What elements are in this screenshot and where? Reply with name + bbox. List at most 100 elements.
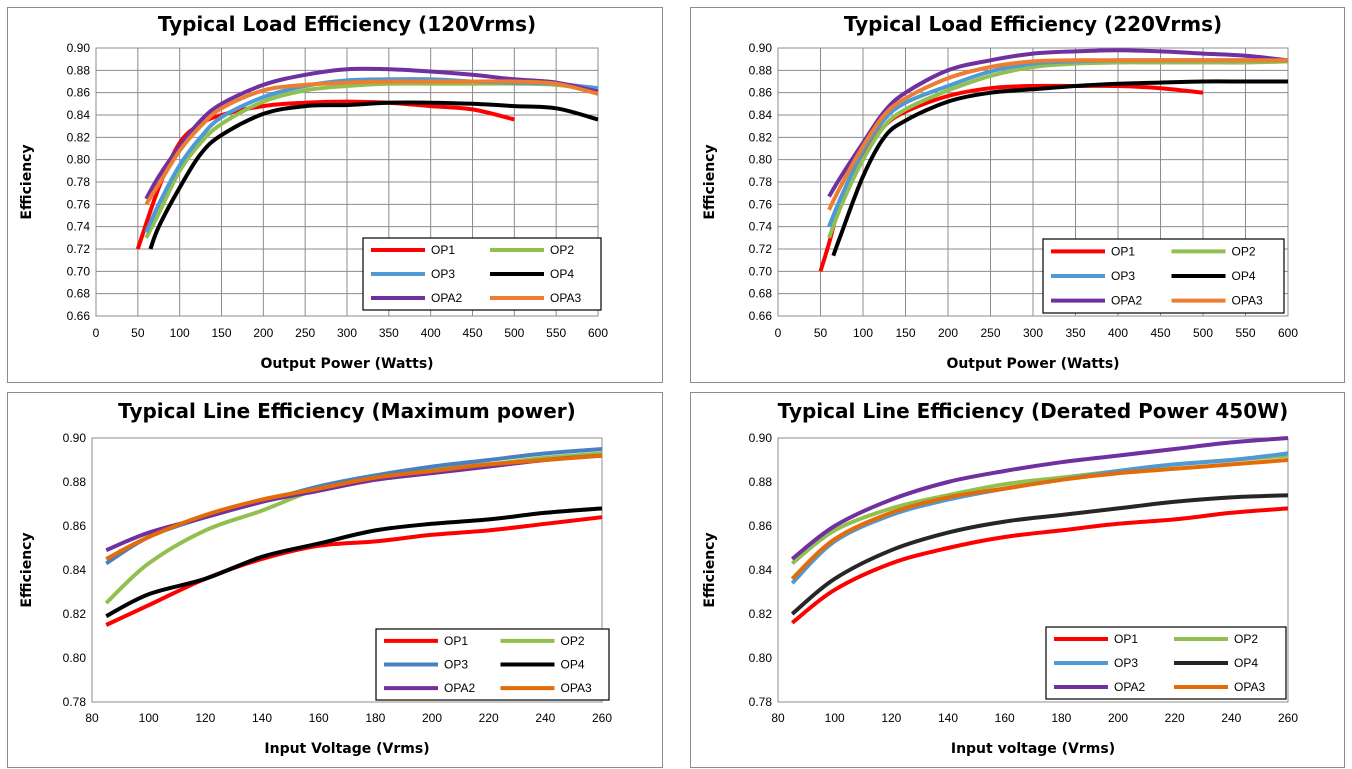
y-tick-label: 0.72 — [749, 242, 773, 256]
y-tick-label: 0.78 — [67, 175, 91, 189]
x-tick-label: 450 — [1150, 326, 1170, 340]
x-axis-label: Output Power (Watts) — [260, 356, 433, 372]
chart-title: Typical Line Efficiency (Derated Power 4… — [778, 399, 1289, 423]
x-tick-label: 600 — [588, 326, 608, 340]
legend-label-op3: OP3 — [444, 658, 468, 672]
legend-label-opa2: OPA2 — [431, 291, 462, 305]
x-tick-label: 260 — [1278, 711, 1298, 725]
chart-panel-load-220: Typical Load Efficiency (220Vrms) 0.66 0.6… — [690, 7, 1345, 383]
legend-label-op4: OP4 — [550, 267, 574, 281]
chart-svg-load-120: Typical Load Efficiency (120Vrms) 0.66 0.6… — [19, 12, 608, 372]
x-tick-label: 300 — [337, 326, 357, 340]
y-axis-label: Efficiency — [19, 144, 35, 219]
chart-title: Typical Load Efficiency (220Vrms) — [844, 12, 1222, 36]
y-tick-label: 0.66 — [67, 309, 91, 323]
legend-label-op1: OP1 — [444, 634, 468, 648]
x-tick-label: 500 — [1193, 326, 1213, 340]
legend-label-opa2: OPA2 — [1111, 294, 1142, 308]
chart-svg-load-220: Typical Load Efficiency (220Vrms) 0.66 0.6… — [702, 12, 1298, 372]
chart-title: Typical Line Efficiency (Maximum power) — [118, 399, 576, 423]
x-tick-label: 600 — [1278, 326, 1298, 340]
legend-label-op3: OP3 — [1114, 656, 1138, 670]
y-tick-label: 0.70 — [67, 264, 91, 278]
y-tick-label: 0.90 — [63, 431, 87, 445]
x-tick-label: 180 — [365, 711, 385, 725]
y-tick-label: 0.76 — [67, 197, 91, 211]
x-axis-label: Input voltage (Vrms) — [951, 741, 1115, 757]
y-tick-label: 0.88 — [67, 63, 91, 77]
y-tick-label: 0.68 — [67, 287, 91, 301]
x-tick-label: 160 — [309, 711, 329, 725]
x-tick-label: 150 — [211, 326, 231, 340]
x-tick-label: 120 — [881, 711, 901, 725]
y-tick-label: 0.82 — [67, 130, 91, 144]
chart-svg-line-max: Typical Line Efficiency (Maximum power) 0… — [19, 399, 612, 757]
x-tick-label: 220 — [479, 711, 499, 725]
y-tick-label: 0.88 — [749, 63, 773, 77]
x-tick-label: 100 — [825, 711, 845, 725]
y-tick-label: 0.86 — [749, 86, 773, 100]
x-tick-label: 80 — [85, 711, 99, 725]
x-tick-label: 400 — [421, 326, 441, 340]
x-tick-label: 50 — [814, 326, 828, 340]
y-tick-label: 0.66 — [749, 309, 773, 323]
x-tick-label: 140 — [252, 711, 272, 725]
series-line-opa3 — [144, 79, 599, 206]
series-line-op3 — [105, 447, 603, 566]
legend-label-op2: OP2 — [550, 243, 574, 257]
x-tick-label: 100 — [139, 711, 159, 725]
x-tick-label: 200 — [938, 326, 958, 340]
legend-label-opa3: OPA3 — [550, 291, 581, 305]
x-tick-label: 150 — [895, 326, 915, 340]
x-tick-label: 200 — [1108, 711, 1128, 725]
y-tick-label: 0.82 — [63, 607, 87, 621]
legend-label-opa3: OPA3 — [1234, 680, 1265, 694]
legend-label-op2: OP2 — [1234, 632, 1258, 646]
y-tick-label: 0.88 — [749, 475, 773, 489]
x-tick-label: 0 — [775, 326, 782, 340]
y-tick-label: 0.90 — [67, 41, 91, 55]
y-tick-label: 0.80 — [749, 153, 773, 167]
plot-area — [777, 437, 1289, 703]
series-line-opa3 — [105, 453, 603, 561]
plot-area — [91, 437, 603, 703]
y-tick-label: 0.90 — [749, 41, 773, 55]
x-tick-label: 550 — [546, 326, 566, 340]
chart-panel-line-derated: Typical Line Efficiency (Derated Power 4… — [690, 392, 1345, 768]
x-tick-label: 300 — [1023, 326, 1043, 340]
series-line-op4 — [790, 493, 1289, 616]
x-tick-label: 80 — [771, 711, 785, 725]
legend-label-op1: OP1 — [1111, 244, 1135, 258]
y-tick-label: 0.88 — [63, 475, 87, 489]
x-tick-label: 140 — [938, 711, 958, 725]
x-tick-label: 350 — [379, 326, 399, 340]
y-tick-label: 0.74 — [749, 220, 773, 234]
legend-label-op4: OP4 — [1234, 656, 1258, 670]
y-axis-label: Efficiency — [702, 144, 718, 219]
x-tick-label: 100 — [170, 326, 190, 340]
series-line-op1 — [790, 506, 1289, 625]
x-tick-label: 260 — [592, 711, 612, 725]
y-tick-label: 0.78 — [63, 695, 87, 709]
legend-label-op3: OP3 — [431, 267, 455, 281]
series-line-op4 — [105, 506, 603, 618]
legend-label-opa2: OPA2 — [444, 681, 475, 695]
x-tick-label: 220 — [1165, 711, 1185, 725]
series-line-op1 — [105, 515, 603, 627]
x-tick-label: 350 — [1065, 326, 1085, 340]
y-tick-label: 0.84 — [749, 563, 773, 577]
chart-svg-line-derated: Typical Line Efficiency (Derated Power 4… — [702, 399, 1298, 757]
x-tick-label: 240 — [535, 711, 555, 725]
y-tick-label: 0.80 — [63, 651, 87, 665]
y-tick-label: 0.76 — [749, 197, 773, 211]
x-tick-label: 200 — [253, 326, 273, 340]
series-line-op4 — [831, 79, 1288, 257]
legend-label-op4: OP4 — [561, 658, 585, 672]
y-tick-label: 0.80 — [67, 153, 91, 167]
y-tick-label: 0.82 — [749, 607, 773, 621]
series-line-op2 — [827, 59, 1289, 239]
y-tick-label: 0.78 — [749, 695, 773, 709]
y-tick-label: 0.70 — [749, 264, 773, 278]
x-tick-label: 250 — [295, 326, 315, 340]
x-tick-label: 100 — [853, 326, 873, 340]
